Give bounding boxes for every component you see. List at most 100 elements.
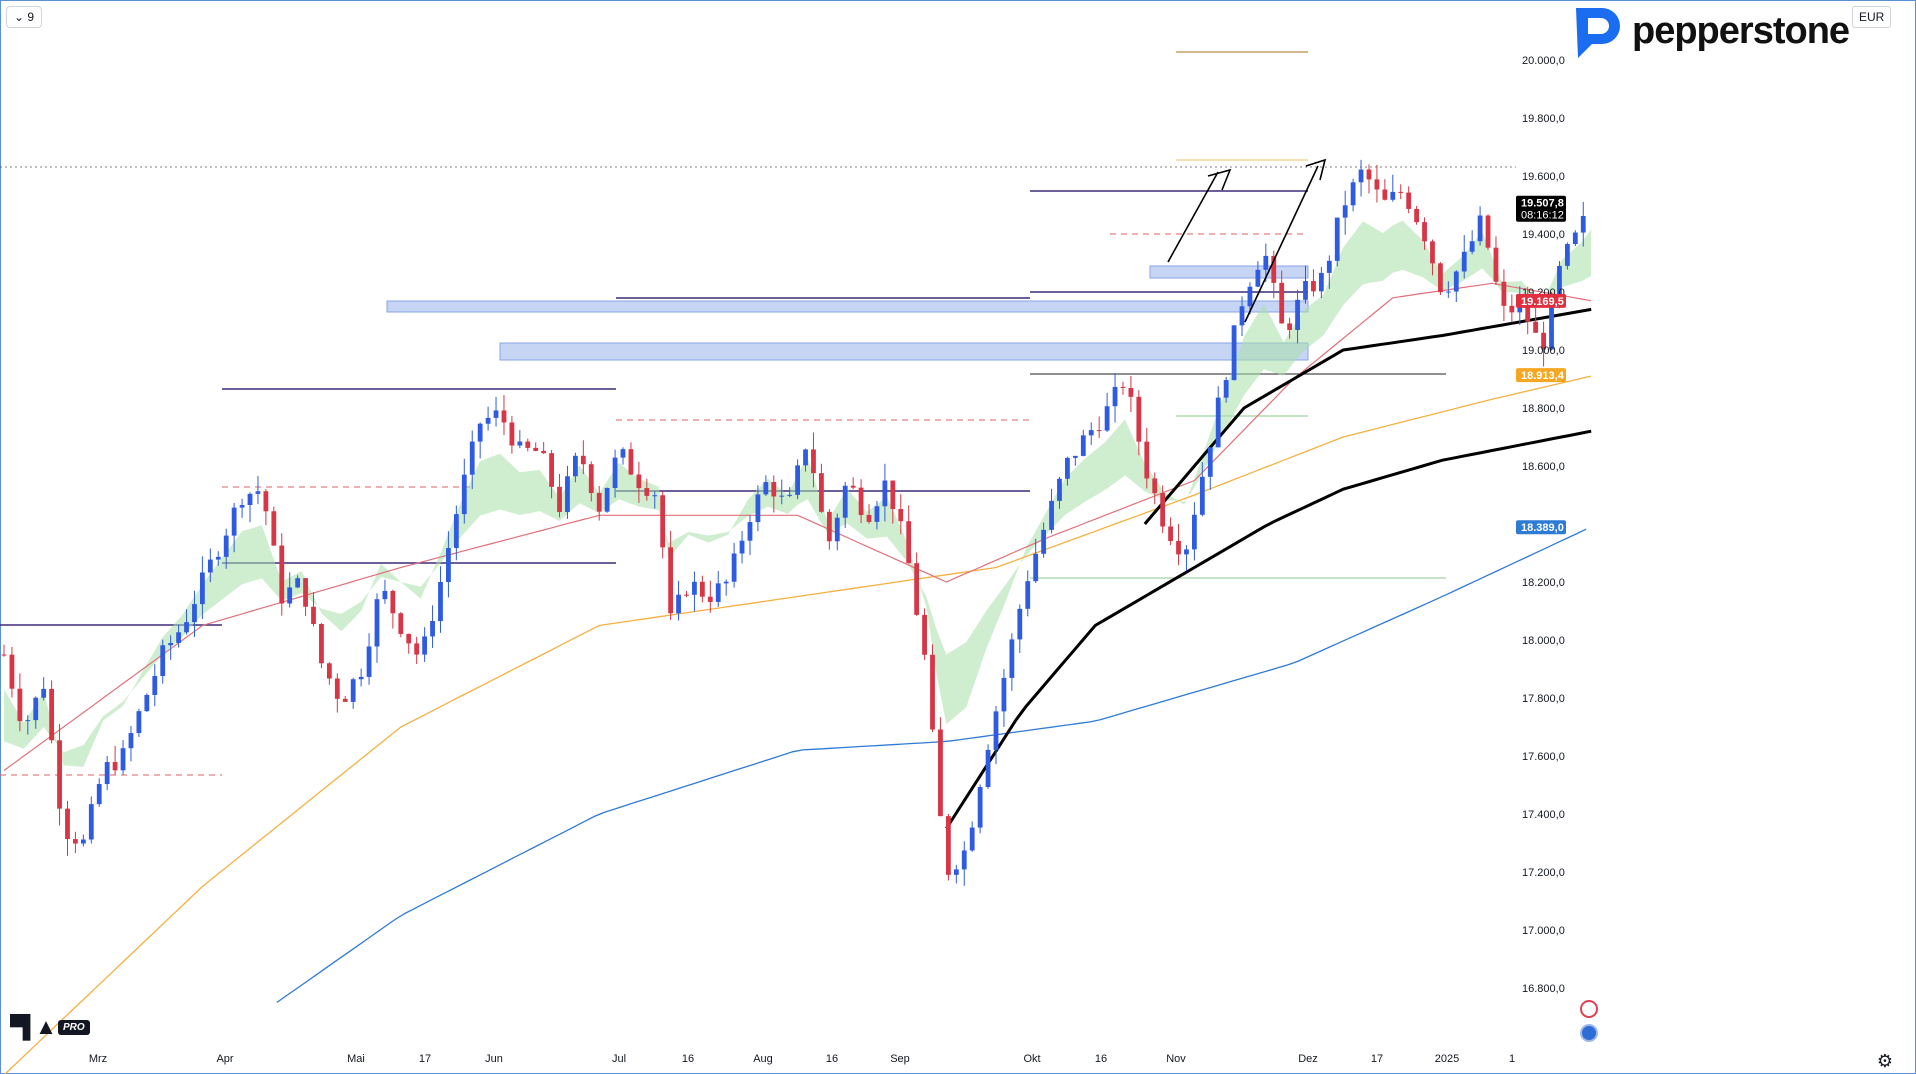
globe-icon[interactable] bbox=[1580, 1024, 1598, 1042]
candle-body bbox=[1318, 272, 1324, 292]
candle-body bbox=[1120, 386, 1126, 388]
y-tick-label: 17.800,0 bbox=[1522, 693, 1565, 705]
candle-body bbox=[271, 511, 277, 546]
candle-body bbox=[1334, 217, 1340, 261]
candle-body bbox=[223, 535, 229, 557]
x-tick-label: 2025 bbox=[1435, 1053, 1459, 1065]
candle-body bbox=[969, 827, 975, 851]
candle-body bbox=[922, 614, 927, 655]
price-label-text: 19.507,8 bbox=[1521, 198, 1564, 210]
candle-body bbox=[874, 506, 880, 522]
candle-body bbox=[1001, 677, 1007, 712]
y-tick-label: 17.600,0 bbox=[1522, 751, 1565, 763]
trend-line bbox=[945, 429, 1592, 830]
ema-slow-line bbox=[276, 528, 1587, 1004]
candle-body bbox=[1350, 182, 1356, 206]
candle-body bbox=[1422, 222, 1427, 242]
candle-body bbox=[1096, 430, 1102, 432]
price-labels: 19.507,808:16:12 19.169,5 18.913,4 18.389,0 bbox=[1516, 195, 1566, 535]
gear-icon[interactable]: ⚙ bbox=[1876, 1051, 1894, 1071]
candle-body bbox=[588, 464, 594, 493]
price-label-text: 18.913,4 bbox=[1521, 370, 1565, 382]
candle-body bbox=[1152, 478, 1158, 494]
candle-body bbox=[382, 590, 388, 600]
pepperstone-logo-icon bbox=[1576, 8, 1620, 58]
candle-body bbox=[1501, 281, 1507, 306]
price-label-text: 19.169,5 bbox=[1521, 296, 1564, 308]
x-tick-label: 16 bbox=[826, 1053, 838, 1065]
candle-body bbox=[1025, 581, 1031, 609]
candle-body bbox=[358, 676, 364, 680]
candle-body bbox=[1541, 332, 1546, 350]
candle-body bbox=[930, 654, 935, 730]
price-axis: 20.000,019.800,019.600,019.400,019.200,0… bbox=[1522, 55, 1565, 995]
candle-body bbox=[366, 646, 372, 677]
x-tick-label: Jun bbox=[485, 1053, 503, 1065]
price-label-text: 18.389,0 bbox=[1521, 522, 1564, 534]
candle-body bbox=[1358, 169, 1364, 183]
candle-body bbox=[763, 482, 769, 495]
candle-body bbox=[176, 632, 181, 643]
candle-body bbox=[255, 491, 261, 494]
y-tick-label: 19.000,0 bbox=[1522, 345, 1565, 357]
candle-body bbox=[1580, 215, 1586, 233]
candle-body bbox=[985, 749, 991, 788]
candle-body bbox=[1215, 397, 1221, 448]
candle-body bbox=[493, 410, 499, 418]
candle-body bbox=[1453, 271, 1459, 292]
candle-body bbox=[953, 869, 959, 875]
candle-body bbox=[1549, 296, 1554, 350]
candle-body bbox=[311, 606, 316, 625]
candle-body bbox=[144, 694, 150, 712]
tv-mark-icon: ▀▌▲ bbox=[10, 1014, 57, 1039]
candle-body bbox=[699, 581, 705, 597]
candle-body bbox=[49, 688, 55, 741]
candle-body bbox=[866, 515, 872, 522]
candle-body bbox=[1009, 639, 1015, 678]
price-label-bg bbox=[1516, 520, 1566, 535]
candle-body bbox=[152, 676, 158, 695]
candle-body bbox=[1445, 291, 1451, 293]
interval-selector[interactable]: ⌄ 9 bbox=[6, 6, 43, 28]
candle-body bbox=[1414, 208, 1420, 223]
candle-body bbox=[1192, 514, 1197, 550]
price-countdown: 08:16:12 bbox=[1521, 210, 1564, 222]
candle-body bbox=[668, 547, 674, 614]
x-tick-label: Aug bbox=[753, 1053, 773, 1065]
currency-selector[interactable]: EUR bbox=[1852, 6, 1892, 28]
candle-body bbox=[1557, 265, 1562, 297]
candle-body bbox=[628, 449, 634, 475]
candle-body bbox=[834, 517, 840, 542]
x-tick-label: 17 bbox=[419, 1053, 431, 1065]
candle-body bbox=[279, 545, 285, 604]
tradingview-logo: ▀▌▲ PRO bbox=[10, 1014, 90, 1040]
candle-body bbox=[1326, 260, 1332, 273]
candle-body bbox=[263, 491, 269, 512]
candle-body bbox=[295, 578, 301, 588]
candle-body bbox=[1247, 286, 1253, 307]
candle-body bbox=[207, 559, 213, 573]
candle-body bbox=[104, 762, 110, 785]
candle-body bbox=[707, 596, 713, 602]
x-tick-label: Nov bbox=[1166, 1053, 1186, 1065]
chevron-down-icon: ⌄ bbox=[14, 10, 25, 24]
candle-body bbox=[1207, 447, 1213, 477]
candle-body bbox=[1477, 215, 1483, 242]
candle-body bbox=[1469, 241, 1475, 252]
candle-body bbox=[842, 485, 848, 518]
candle-body bbox=[945, 816, 951, 875]
candle-body bbox=[112, 762, 118, 771]
candle-body bbox=[1493, 247, 1499, 282]
candle-body bbox=[326, 663, 332, 679]
brand-name: pepperstone bbox=[1632, 9, 1850, 52]
lightning-icon[interactable] bbox=[1580, 1000, 1598, 1018]
support-resistance-zones bbox=[386, 265, 1309, 361]
interval-label: 9 bbox=[27, 10, 35, 24]
candle-body bbox=[1168, 526, 1173, 542]
tv-pro-badge: PRO bbox=[57, 1019, 90, 1035]
candle-body bbox=[319, 624, 324, 664]
candle-body bbox=[80, 839, 86, 844]
candle-body bbox=[461, 474, 467, 515]
candle-body bbox=[1311, 281, 1316, 292]
